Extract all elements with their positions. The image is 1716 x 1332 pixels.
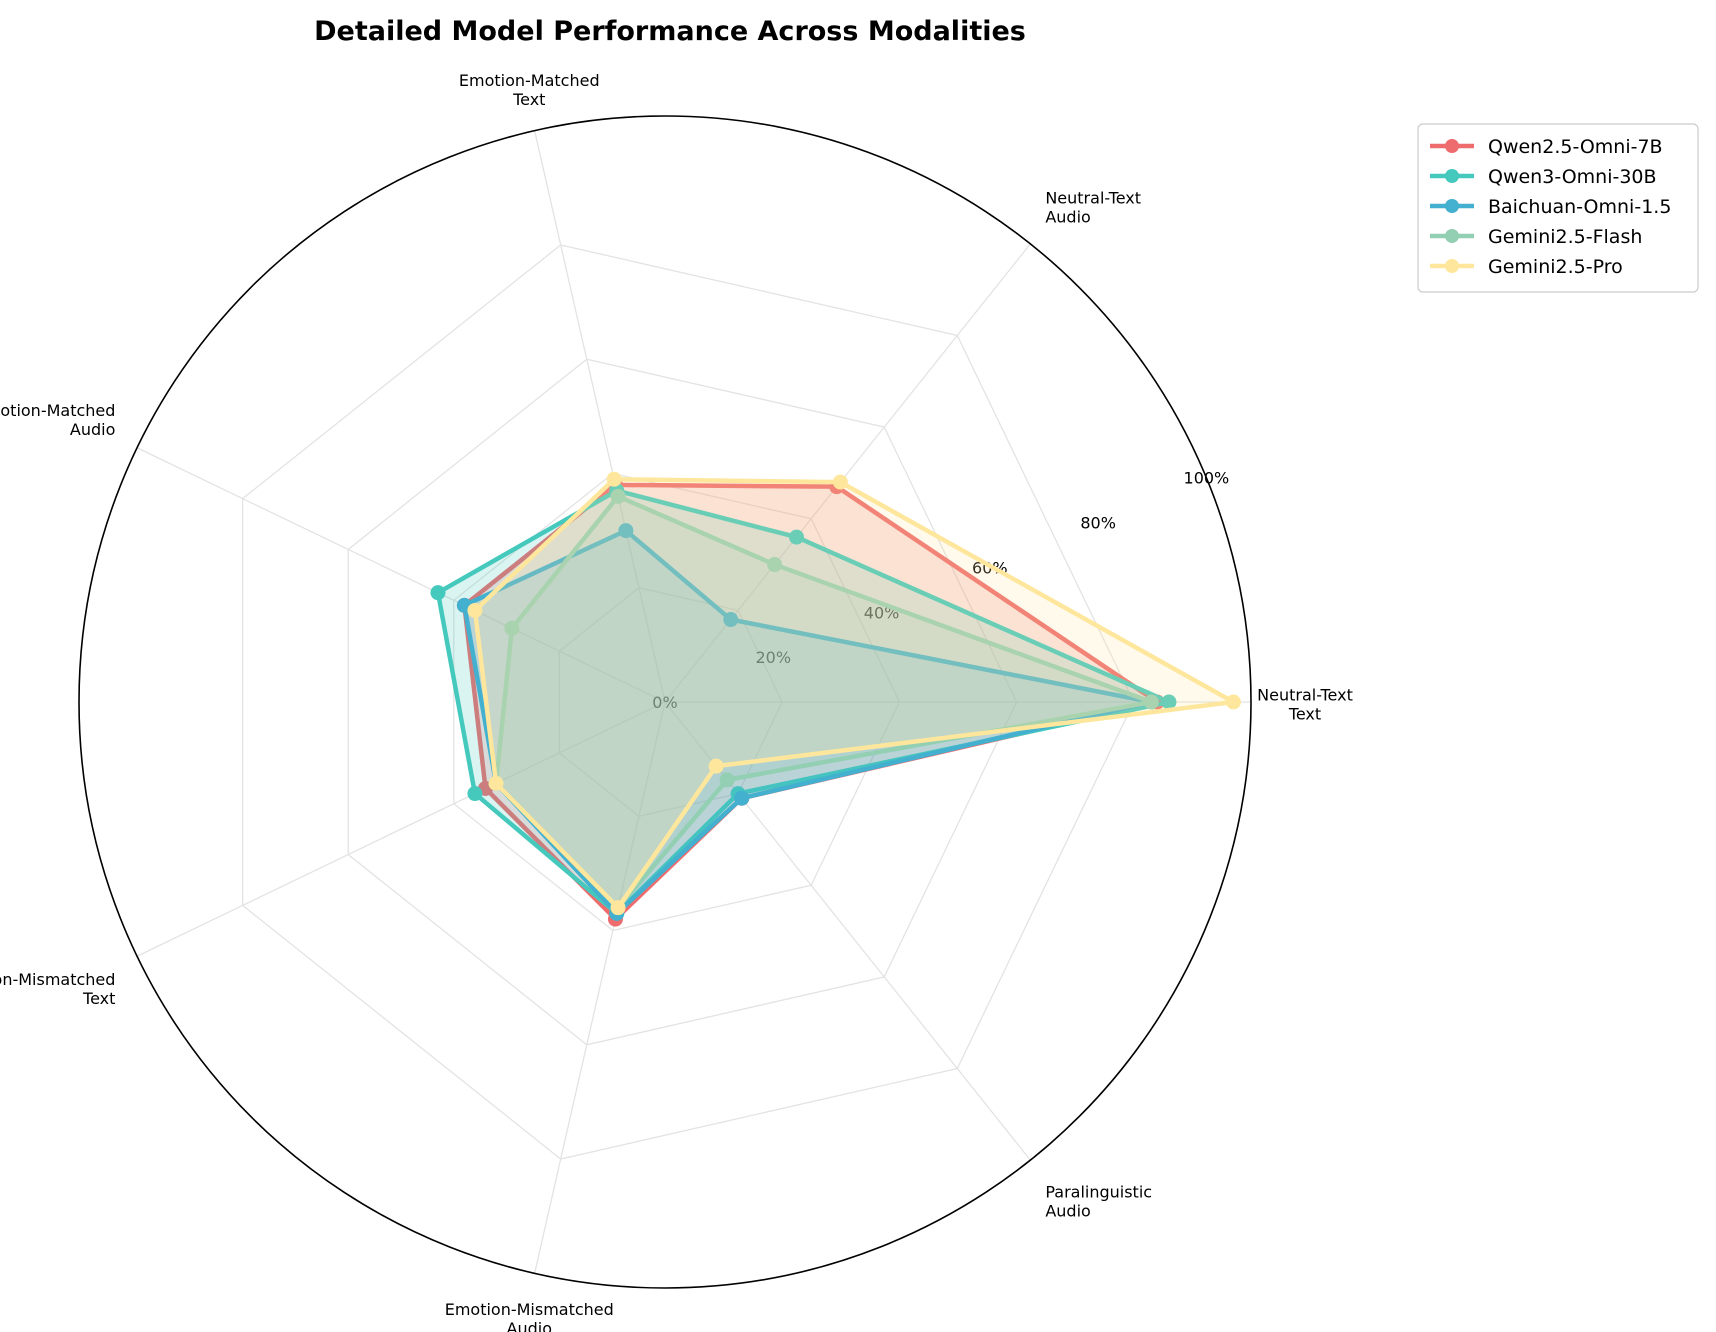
category-label: Text <box>1288 705 1321 724</box>
outer-circle <box>78 115 1252 1289</box>
legend-label: Baichuan-Omni-1.5 <box>1488 196 1671 218</box>
category-label: Audio <box>1045 1201 1090 1220</box>
data-point <box>430 585 446 601</box>
r-tick-label: 100% <box>1184 469 1230 488</box>
data-point <box>610 900 626 916</box>
r-tick-label: 80% <box>1080 514 1116 533</box>
category-label: Emotion-Mismatched <box>445 1300 614 1319</box>
grid-ring-80 <box>241 244 1135 1160</box>
series-fill <box>437 490 1169 914</box>
data-point <box>832 474 848 490</box>
series-line <box>472 476 1236 910</box>
data-point <box>610 488 626 504</box>
axis-labels: Neutral-TextTextNeutral-TextAudioEmotion… <box>0 71 1353 1332</box>
spoke-4 <box>136 701 666 957</box>
legend-marker <box>1445 199 1459 213</box>
legend-marker <box>1445 169 1459 183</box>
r-tick-label: 0% <box>652 693 677 712</box>
r-tick-label: 20% <box>755 648 791 667</box>
legend-marker <box>1445 229 1459 243</box>
legend-marker <box>1445 139 1459 153</box>
series-line <box>435 488 1172 916</box>
data-point <box>488 775 504 791</box>
data-point <box>1225 694 1241 710</box>
spoke-5 <box>533 701 666 1274</box>
legend-label: Gemini2.5-Flash <box>1488 226 1642 248</box>
series-fill <box>474 479 1234 908</box>
series-line <box>462 528 1154 916</box>
data-point <box>504 620 520 636</box>
grid-ring-60 <box>347 358 1018 1046</box>
category-label: Text <box>82 989 115 1008</box>
data-point <box>734 790 750 806</box>
data-point <box>723 612 739 628</box>
legend-label: Qwen2.5-Omni-7B <box>1488 136 1663 158</box>
data-point <box>467 602 483 618</box>
series-Gemini2.5-Pro <box>467 471 1241 916</box>
category-label: Audio <box>70 420 115 439</box>
chart-title: Detailed Model Performance Across Modali… <box>314 16 1026 47</box>
legend-label: Gemini2.5-Pro <box>1488 256 1623 278</box>
data-point <box>708 758 724 774</box>
category-label: Neutral-Text <box>1045 189 1141 208</box>
data-point <box>618 523 634 539</box>
spoke-3 <box>136 447 666 703</box>
category-label: Emotion-Mismatched <box>0 970 115 989</box>
category-label: Audio <box>1045 208 1090 227</box>
legend-box <box>1417 123 1699 293</box>
category-label: Text <box>512 90 545 109</box>
series-fill <box>464 530 1152 914</box>
data-point <box>789 529 805 545</box>
legend-marker <box>1445 259 1459 273</box>
series-fill <box>496 496 1152 908</box>
spoke-2 <box>533 130 666 703</box>
legend-label: Qwen3-Omni-30B <box>1488 166 1657 188</box>
data-point <box>1161 694 1177 710</box>
series-layer <box>430 471 1241 927</box>
data-point <box>719 772 735 788</box>
grid-ring-20 <box>558 587 783 817</box>
spoke-1 <box>664 243 1031 703</box>
category-label: Neutral-Text <box>1257 686 1353 705</box>
data-point <box>1143 694 1159 710</box>
series-fill <box>464 484 1158 920</box>
data-point <box>467 786 483 802</box>
category-label: Emotion-Matched <box>459 71 600 90</box>
category-label: Paralinguistic <box>1045 1182 1152 1201</box>
series-line <box>493 494 1154 910</box>
data-point <box>606 471 622 487</box>
category-label: Emotion-Matched <box>0 401 115 420</box>
grid-ring-40 <box>453 472 901 932</box>
data-point <box>767 557 783 573</box>
category-label: Audio <box>507 1319 552 1332</box>
legend: Qwen2.5-Omni-7B Qwen3-Omni-30B Baichuan-Om… <box>1417 123 1699 293</box>
